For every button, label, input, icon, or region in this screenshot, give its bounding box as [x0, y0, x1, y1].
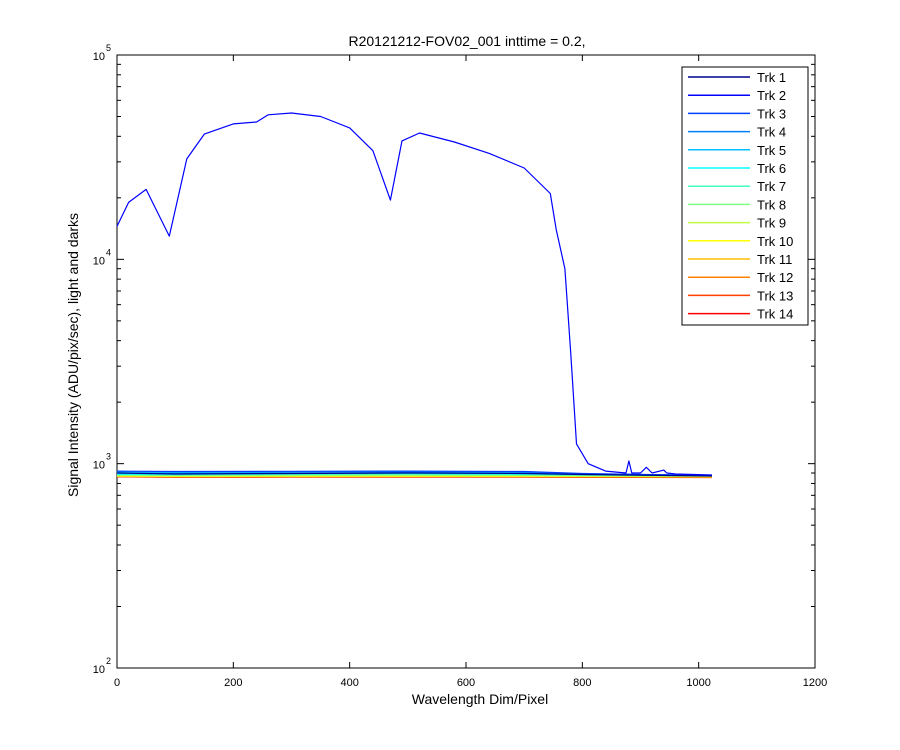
chart-title: R20121212-FOV02_001 inttime = 0.2, [349, 33, 586, 49]
x-tick-label: 0 [114, 677, 120, 689]
legend-label: Trk 11 [757, 252, 792, 267]
legend-label: Trk 8 [757, 197, 786, 212]
legend-label: Trk 12 [757, 270, 793, 285]
x-tick-label: 600 [457, 677, 475, 689]
x-tick-label: 400 [340, 677, 358, 689]
y-tick-label-exponent: 2 [106, 656, 111, 666]
legend-label: Trk 2 [757, 88, 786, 103]
chart-legend: Trk 1 Trk 2 Trk 3 Trk 4 Trk 5 Trk 6 Trk 7 Trk 8… [681, 66, 809, 326]
legend-label: Trk 6 [757, 161, 786, 176]
y-tick-label-base: 10 [93, 664, 105, 676]
y-tick-label-exponent: 5 [106, 43, 111, 53]
series-line-trk-2 [116, 112, 713, 476]
y-axis-label: Signal Intensity (ADU/pix/sec), light an… [65, 213, 81, 497]
legend-label: Trk 1 [757, 70, 786, 85]
legend-label: Trk 3 [757, 106, 786, 121]
series-line-trk-3 [116, 470, 713, 477]
legend-label: Trk 14 [757, 307, 793, 322]
legend-label: Trk 7 [757, 179, 786, 194]
legend-box [681, 66, 809, 326]
legend-label: Trk 5 [757, 143, 786, 158]
x-tick-label: 1200 [803, 677, 827, 689]
legend-label: Trk 10 [757, 234, 793, 249]
x-tick-label: 200 [224, 677, 242, 689]
x-tick-label: 800 [573, 677, 591, 689]
y-tick-label-base: 10 [93, 255, 105, 267]
legend-label: Trk 4 [757, 125, 786, 140]
x-axis-ticks: 0 200 400 600 800 1000 1200 [114, 55, 827, 689]
legend-label: Trk 13 [757, 288, 793, 303]
x-axis-label: Wavelength Dim/Pixel [412, 691, 548, 707]
series-lines [116, 112, 713, 479]
legend-label: Trk 9 [757, 216, 786, 231]
x-tick-label: 1000 [686, 677, 710, 689]
y-tick-label-base: 10 [93, 51, 105, 63]
series-line-trk-1 [116, 472, 713, 477]
y-tick-label-exponent: 4 [106, 247, 111, 257]
legend-items: Trk 1 Trk 2 Trk 3 Trk 4 Trk 5 Trk 6 Trk 7 Trk 8… [688, 70, 793, 322]
y-tick-label-base: 10 [93, 460, 105, 472]
y-minor-ticks [117, 63, 815, 607]
y-tick-label-exponent: 3 [106, 452, 111, 462]
